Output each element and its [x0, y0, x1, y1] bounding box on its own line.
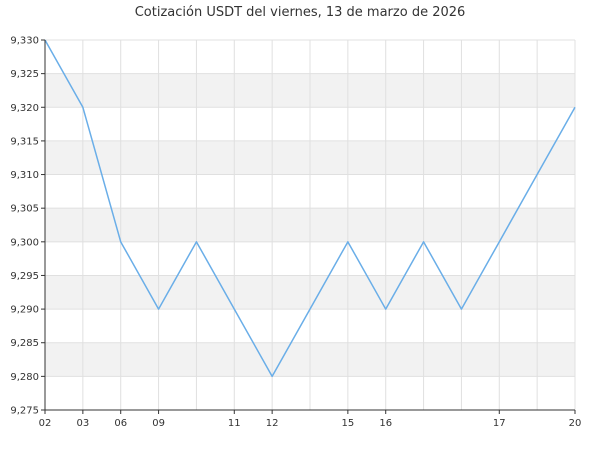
y-tick-label: 9,305: [10, 204, 39, 215]
y-tick-label: 9,325: [10, 69, 39, 80]
data-point: [423, 241, 425, 243]
data-point: [574, 106, 576, 108]
y-tick-label: 9,285: [10, 338, 39, 349]
data-point: [120, 241, 122, 243]
y-tick-label: 9,320: [10, 103, 39, 114]
data-point: [385, 308, 387, 310]
y-tick-label: 9,280: [10, 372, 39, 383]
data-point: [82, 106, 84, 108]
data-point: [498, 241, 500, 243]
data-point: [536, 174, 538, 176]
y-tick-label: 9,300: [10, 237, 39, 248]
grid-lines: [44, 39, 576, 411]
series-line: [44, 39, 576, 378]
chart-title: Cotización USDT del viernes, 13 de marzo…: [135, 5, 466, 20]
data-point: [309, 308, 311, 310]
y-axis-ticks: 9,275 9,280 9,285 9,290 9,295 9,300 9,305 9,310…: [10, 36, 45, 417]
data-point: [195, 241, 197, 243]
x-tick-label: 09: [152, 418, 165, 429]
y-tick-label: 9,275: [10, 406, 39, 417]
y-tick-label: 9,330: [10, 36, 39, 47]
data-point: [460, 308, 462, 310]
x-tick-label: 11: [228, 418, 241, 429]
x-tick-label: 15: [341, 418, 354, 429]
y-tick-label: 9,295: [10, 271, 39, 282]
y-tick-label: 9,310: [10, 170, 39, 181]
y-tick-label: 9,315: [10, 136, 39, 147]
x-tick-label: 02: [39, 418, 52, 429]
x-tick-label: 17: [493, 418, 506, 429]
data-point: [347, 241, 349, 243]
x-tick-label: 16: [379, 418, 392, 429]
x-tick-label: 03: [76, 418, 89, 429]
data-point: [233, 308, 235, 310]
x-tick-label: 12: [266, 418, 279, 429]
data-point: [271, 375, 273, 377]
series-layer: [44, 39, 576, 378]
x-tick-label: 06: [114, 418, 127, 429]
data-point: [158, 308, 160, 310]
axes: [44, 40, 575, 411]
y-tick-label: 9,290: [10, 305, 39, 316]
x-axis-ticks: 02 03 06 09 11 12 15 16 17 20: [39, 410, 582, 429]
x-tick-label: 20: [569, 418, 582, 429]
